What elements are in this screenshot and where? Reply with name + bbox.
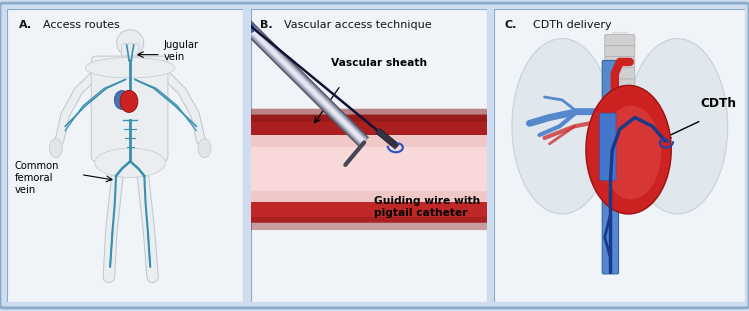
FancyBboxPatch shape [7, 9, 243, 302]
Ellipse shape [115, 91, 130, 109]
Ellipse shape [628, 39, 728, 214]
Text: Vascular sheath: Vascular sheath [331, 58, 427, 68]
Text: CDTh: CDTh [700, 97, 736, 110]
FancyBboxPatch shape [602, 60, 619, 274]
Ellipse shape [239, 19, 254, 32]
Ellipse shape [512, 39, 612, 214]
Ellipse shape [601, 106, 661, 199]
FancyBboxPatch shape [604, 57, 635, 68]
FancyBboxPatch shape [249, 217, 489, 230]
Text: B.: B. [261, 20, 273, 30]
Text: C.: C. [504, 20, 517, 30]
FancyBboxPatch shape [494, 9, 745, 302]
FancyBboxPatch shape [604, 112, 635, 124]
FancyBboxPatch shape [604, 101, 635, 113]
FancyBboxPatch shape [0, 3, 749, 308]
Text: Vascular access technique: Vascular access technique [284, 20, 431, 30]
Ellipse shape [95, 148, 166, 177]
FancyBboxPatch shape [604, 90, 635, 102]
FancyBboxPatch shape [251, 135, 487, 202]
FancyBboxPatch shape [604, 35, 635, 46]
Text: Access routes: Access routes [43, 20, 120, 30]
Text: Common
femoral
vein: Common femoral vein [14, 161, 59, 195]
FancyBboxPatch shape [249, 199, 488, 223]
Ellipse shape [117, 30, 144, 56]
FancyBboxPatch shape [251, 9, 487, 302]
Ellipse shape [586, 85, 671, 214]
FancyBboxPatch shape [249, 114, 488, 138]
Text: Guiding wire with
pigtail catheter: Guiding wire with pigtail catheter [374, 197, 480, 218]
FancyBboxPatch shape [121, 44, 139, 62]
FancyBboxPatch shape [249, 109, 489, 122]
Ellipse shape [120, 91, 138, 112]
Text: A.: A. [19, 20, 32, 30]
Ellipse shape [198, 139, 211, 158]
FancyBboxPatch shape [600, 113, 616, 180]
FancyBboxPatch shape [604, 123, 635, 135]
Text: Jugular
vein: Jugular vein [163, 40, 198, 62]
FancyBboxPatch shape [604, 68, 635, 80]
FancyBboxPatch shape [251, 147, 487, 191]
FancyBboxPatch shape [604, 46, 635, 57]
Ellipse shape [49, 139, 62, 158]
FancyBboxPatch shape [91, 56, 168, 161]
FancyBboxPatch shape [613, 32, 627, 142]
Ellipse shape [85, 58, 175, 78]
FancyBboxPatch shape [604, 79, 635, 91]
Text: CDTh delivery: CDTh delivery [533, 20, 612, 30]
